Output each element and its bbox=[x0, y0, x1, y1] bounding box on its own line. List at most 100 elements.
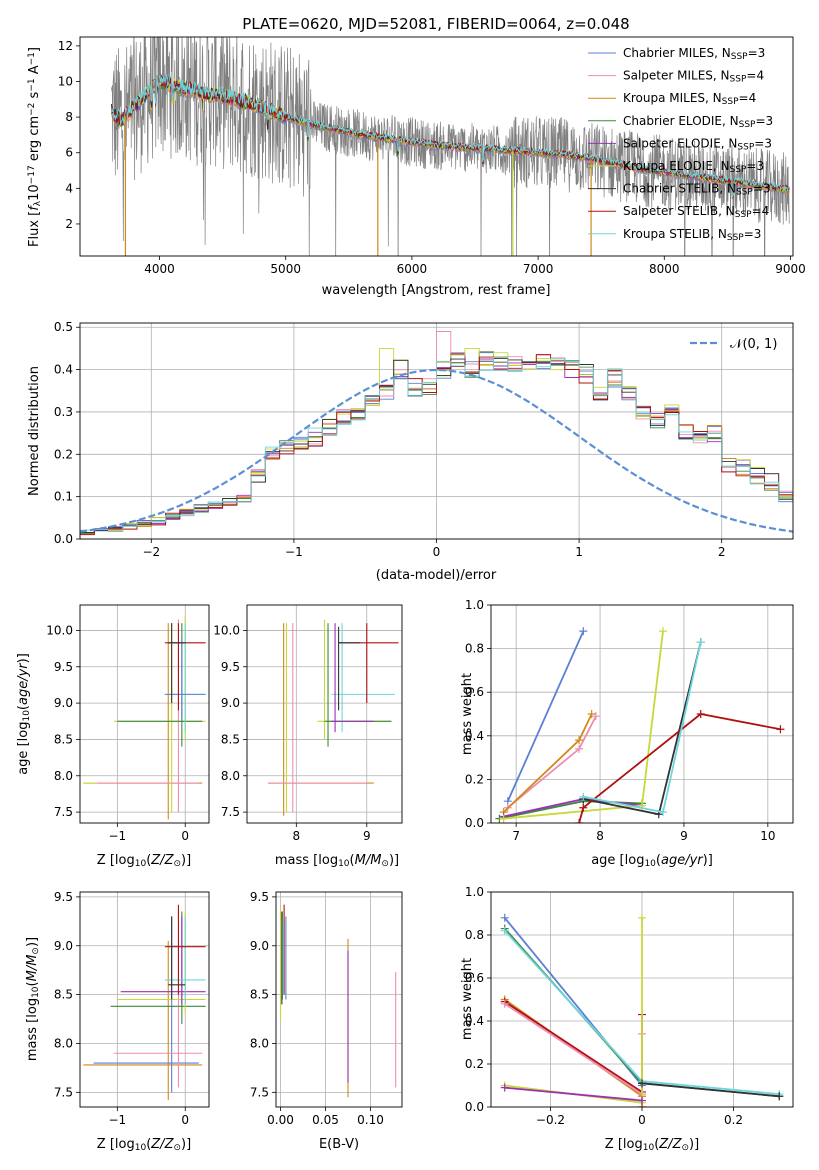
plot-area-age-vs-Z bbox=[83, 615, 206, 820]
legend-entry: Salpeter ELODIE, NSSP=3 bbox=[623, 136, 772, 152]
y-axis-label: mass [log10(M/M⊙)] bbox=[25, 937, 41, 1061]
x-axis-label: Z [log10(Z/Z⊙)] bbox=[97, 853, 191, 869]
axes-frame bbox=[275, 891, 403, 1108]
x-tick-label: 0 bbox=[181, 829, 189, 843]
data-point bbox=[696, 710, 705, 718]
y-tick-label: 9.0 bbox=[54, 696, 73, 710]
y-tick-label: 0.0 bbox=[465, 816, 484, 830]
x-tick-label: 4000 bbox=[144, 262, 175, 276]
x-tick-label: 0.10 bbox=[357, 1113, 384, 1127]
axes-frame bbox=[79, 322, 794, 540]
model-line bbox=[111, 74, 790, 199]
x-axis-label: E(B-V) bbox=[319, 1137, 359, 1152]
series-line bbox=[504, 917, 643, 1104]
y-tick-label: 4 bbox=[65, 181, 73, 195]
data-point bbox=[775, 1092, 784, 1101]
y-tick-label: 9.0 bbox=[221, 696, 240, 710]
x-axis-label: mass [log10(M/M⊙)] bbox=[275, 853, 399, 869]
data-point bbox=[500, 1083, 509, 1092]
y-tick-label: 7.5 bbox=[54, 1085, 73, 1099]
x-tick-label: 7 bbox=[512, 829, 520, 843]
legend-entry: Chabrier ELODIE, NSSP=3 bbox=[623, 114, 773, 130]
y-tick-label: 6 bbox=[65, 146, 73, 160]
x-tick-label: 9 bbox=[680, 829, 688, 843]
x-tick-label: 8000 bbox=[649, 262, 680, 276]
y-tick-label: 8.0 bbox=[54, 769, 73, 783]
figure-title: PLATE=0620, MJD=52081, FIBERID=0064, z=0… bbox=[242, 15, 629, 33]
y-tick-label: 1.0 bbox=[465, 885, 484, 899]
axes-age-vs-Z: −1 0 7.5 8.0 8.5 9.0 9.5 10.0 bbox=[46, 604, 210, 843]
y-tick-label: 9.5 bbox=[250, 890, 269, 904]
legend-entry: Salpeter STELIB, NSSP=4 bbox=[623, 204, 769, 220]
spectrum-data-line bbox=[111, 37, 790, 256]
x-tick-label: 8 bbox=[292, 829, 300, 843]
series-line bbox=[506, 630, 585, 802]
x-axis-label: Z [log10(Z/Z⊙)] bbox=[605, 1137, 699, 1153]
y-tick-label: 0.2 bbox=[54, 447, 73, 461]
legend-entry: Kroupa STELIB, NSSP=3 bbox=[623, 227, 761, 243]
y-tick-label: 9.0 bbox=[54, 939, 73, 953]
x-axis-label: Z [log10(Z/Z⊙)] bbox=[97, 1137, 191, 1153]
y-tick-label: 0.4 bbox=[465, 729, 484, 743]
axes-spectrum: 4000 5000 6000 7000 8000 9000 2 4 6 8 10 12 bbox=[58, 36, 806, 276]
axes-frame bbox=[79, 891, 210, 1108]
axes-frame bbox=[246, 604, 403, 824]
y-tick-label: 8.5 bbox=[54, 988, 73, 1002]
x-tick-label: 6000 bbox=[397, 262, 428, 276]
x-tick-label: 10 bbox=[760, 829, 775, 843]
axes-frame bbox=[79, 36, 794, 257]
y-tick-label: 0.3 bbox=[54, 405, 73, 419]
legend-entry: Kroupa MILES, NSSP=4 bbox=[623, 91, 756, 107]
x-tick-label: 7000 bbox=[523, 262, 554, 276]
x-tick-label: 0 bbox=[433, 545, 441, 559]
axes-mw-vs-age: 7 8 9 10 0.0 0.2 0.4 0.6 0.8 1.0 bbox=[465, 598, 794, 843]
y-tick-label: 10 bbox=[58, 75, 73, 89]
x-tick-label: 0 bbox=[638, 1113, 646, 1127]
data-point bbox=[500, 999, 509, 1008]
data-point bbox=[696, 638, 705, 647]
axes-age-vs-mass: 8 9 7.5 8.0 8.5 9.0 9.5 10.0 bbox=[213, 604, 403, 843]
x-tick-label: −0.2 bbox=[536, 1113, 565, 1127]
data-point bbox=[499, 814, 508, 823]
legend-entry: Chabrier STELIB, NSSP=3 bbox=[623, 182, 771, 198]
y-tick-label: 9.5 bbox=[54, 660, 73, 674]
y-tick-label: 8.5 bbox=[250, 988, 269, 1002]
y-tick-label: 0.5 bbox=[54, 320, 73, 334]
data-point bbox=[658, 808, 667, 817]
x-tick-label: −1 bbox=[108, 1113, 126, 1127]
plot-area-mass-vs-Z bbox=[83, 904, 206, 1101]
y-tick-label: 0.6 bbox=[465, 971, 484, 985]
data-point bbox=[575, 819, 584, 823]
y-tick-label: 0.2 bbox=[465, 1057, 484, 1071]
x-axis-label: age [log10(age/yr)] bbox=[591, 853, 713, 869]
data-point bbox=[500, 926, 509, 935]
y-tick-label: 0.8 bbox=[465, 642, 484, 656]
y-tick-label: 7.5 bbox=[54, 805, 73, 819]
y-tick-label: 9.5 bbox=[54, 890, 73, 904]
data-point bbox=[579, 792, 588, 801]
y-axis-label: Flux [fλ10−17 erg cm−2 s−1 A−1] bbox=[27, 47, 43, 247]
plot-area-mass-vs-ebv bbox=[279, 904, 397, 1098]
axes-frame bbox=[490, 891, 794, 1108]
data-point bbox=[638, 1096, 646, 1105]
data-point bbox=[587, 710, 596, 718]
axes-mw-vs-Z: −0.2 0 0.2 0.0 0.2 0.4 0.6 0.8 1.0 bbox=[465, 885, 794, 1127]
series-line bbox=[578, 713, 781, 823]
plot-area-mw-vs-Z bbox=[500, 913, 784, 1107]
axes-frame bbox=[490, 604, 794, 824]
data-point bbox=[579, 627, 588, 636]
x-tick-label: 0.2 bbox=[724, 1113, 743, 1127]
y-tick-label: 9.5 bbox=[221, 660, 240, 674]
hist-step bbox=[80, 357, 793, 539]
series-line bbox=[502, 713, 593, 813]
y-tick-label: 2 bbox=[65, 217, 73, 231]
legend-entry: Salpeter MILES, NSSP=4 bbox=[623, 69, 764, 85]
x-tick-label: 1 bbox=[575, 545, 583, 559]
x-tick-label: 2 bbox=[718, 545, 726, 559]
y-tick-label: 1.0 bbox=[465, 598, 484, 612]
y-tick-label: 0.2 bbox=[465, 772, 484, 786]
data-point bbox=[579, 803, 588, 812]
y-tick-label: 0.4 bbox=[465, 1014, 484, 1028]
axes-residuals: −2 −1 0 1 2 0.0 0.1 0.2 0.3 0.4 0.5 bbox=[54, 320, 794, 559]
x-tick-label: −1 bbox=[285, 545, 303, 559]
